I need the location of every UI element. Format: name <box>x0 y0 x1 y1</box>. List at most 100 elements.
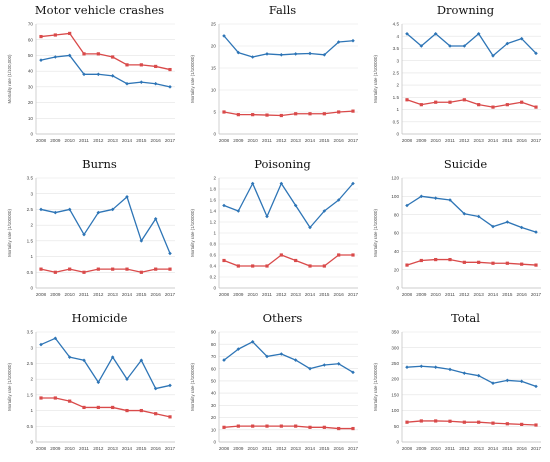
x-tick-label: 2010 <box>65 292 76 297</box>
data-point-blue <box>293 52 298 56</box>
y-tick-label: 2.5 <box>27 207 34 212</box>
y-tick-label: 10 <box>211 427 217 432</box>
data-point-blue <box>419 44 424 48</box>
x-tick-label: 2012 <box>276 138 287 143</box>
data-point-red <box>534 423 538 427</box>
data-point-red <box>448 100 452 104</box>
data-point-red <box>251 113 255 117</box>
series-line-red <box>40 32 171 71</box>
series-line-blue <box>223 35 354 58</box>
y-tick-label: 10 <box>211 88 217 93</box>
data-point-blue <box>125 81 129 86</box>
x-tick-label: 2009 <box>50 446 61 451</box>
y-tick-label: 1 <box>213 231 216 236</box>
data-point-blue <box>168 85 172 89</box>
data-point-red <box>279 424 283 428</box>
y-tick-label: 0.4 <box>210 264 217 269</box>
y-tick-label: 0.8 <box>210 242 217 247</box>
x-tick-label: 2015 <box>136 138 147 143</box>
y-tick-label: 350 <box>391 330 399 335</box>
data-point-red <box>308 112 312 116</box>
data-point-red <box>322 425 326 429</box>
data-point-red <box>279 253 283 257</box>
y-tick-label: 5 <box>213 110 216 115</box>
data-point-red <box>125 63 129 67</box>
panel-title: Total <box>451 311 480 325</box>
data-point-red <box>520 422 524 426</box>
data-point-red <box>53 396 57 400</box>
x-tick-label: 2015 <box>136 446 147 451</box>
x-tick-label: 2012 <box>93 138 104 143</box>
data-point-blue <box>222 34 226 38</box>
x-tick-label: 2011 <box>262 138 272 143</box>
data-point-red <box>351 109 355 113</box>
y-tick-label: 2.5 <box>27 361 34 366</box>
y-tick-label: 70 <box>211 354 217 359</box>
data-point-red <box>337 110 341 114</box>
data-point-red <box>462 260 466 264</box>
data-point-blue <box>82 232 86 237</box>
y-tick-label: 100 <box>391 194 399 199</box>
x-tick-label: 2014 <box>305 446 316 451</box>
y-tick-label: 60 <box>394 231 400 236</box>
y-tick-label: 0.2 <box>210 275 217 280</box>
y-tick-label: 90 <box>211 330 217 335</box>
y-tick-label: 15 <box>211 66 217 71</box>
x-tick-label: 2010 <box>431 292 442 297</box>
y-tick-label: 3.5 <box>393 46 400 51</box>
x-tick-label: 2016 <box>334 138 345 143</box>
y-tick-label: 0 <box>213 440 216 445</box>
x-tick-label: 2013 <box>474 292 485 297</box>
data-point-red <box>337 253 341 257</box>
x-tick-label: 2013 <box>108 138 119 143</box>
data-point-blue <box>419 194 424 199</box>
y-tick-label: 25 <box>211 22 217 27</box>
panel-4: Burns 0 0.5 1 1.5 2 2.5 3 3.5 2008 2009 2010 2011 201… <box>7 157 176 297</box>
data-point-blue <box>448 367 452 372</box>
data-point-blue <box>322 53 327 57</box>
series-line-blue <box>40 54 171 88</box>
data-point-red <box>82 270 86 274</box>
series-line-blue <box>223 182 354 229</box>
y-tick-label: 3 <box>30 345 33 350</box>
x-tick-label: 2012 <box>459 292 470 297</box>
y-axis-label: Mortality rate (1/100000) <box>190 55 195 103</box>
x-tick-label: 2012 <box>459 446 470 451</box>
data-point-blue <box>279 181 284 186</box>
y-tick-label: 70 <box>28 22 34 27</box>
data-point-red <box>222 425 226 429</box>
data-point-blue <box>293 203 298 208</box>
x-tick-label: 2011 <box>445 446 455 451</box>
data-point-red <box>265 264 269 268</box>
data-point-red <box>125 408 129 413</box>
data-point-blue <box>433 196 438 200</box>
y-tick-label: 0.5 <box>393 119 400 124</box>
series-line-blue <box>40 337 171 390</box>
data-point-blue <box>505 378 510 383</box>
data-point-red <box>111 405 115 410</box>
data-point-red <box>236 264 240 268</box>
y-tick-label: 1 <box>396 107 399 112</box>
y-tick-label: 0 <box>30 440 33 445</box>
y-tick-label: 50 <box>211 378 217 383</box>
data-point-red <box>236 113 240 117</box>
data-point-blue <box>53 55 58 59</box>
data-point-red <box>294 112 298 116</box>
y-tick-label: 2 <box>396 83 399 88</box>
y-tick-label: 4 <box>396 34 399 39</box>
y-tick-label: 0 <box>30 132 33 137</box>
data-point-red <box>462 420 466 424</box>
y-tick-label: 3 <box>396 58 399 63</box>
series-line-red <box>406 99 537 108</box>
series-line-red <box>406 420 537 426</box>
x-tick-label: 2009 <box>50 138 61 143</box>
data-point-blue <box>110 74 115 78</box>
data-point-red <box>534 105 538 109</box>
data-point-red <box>96 267 100 271</box>
series-line-red <box>40 268 170 273</box>
series-line-blue <box>406 33 537 57</box>
data-point-blue <box>153 217 158 221</box>
data-point-blue <box>236 209 241 213</box>
y-axis-label: Mortality rate (1/100,000) <box>7 54 12 104</box>
